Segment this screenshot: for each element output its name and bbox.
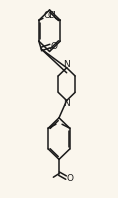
Text: Cl: Cl	[47, 11, 56, 20]
Text: O: O	[66, 174, 73, 183]
Text: O: O	[50, 42, 57, 50]
Text: Cl: Cl	[44, 11, 53, 20]
Text: N: N	[63, 60, 70, 69]
Text: N: N	[63, 99, 70, 108]
